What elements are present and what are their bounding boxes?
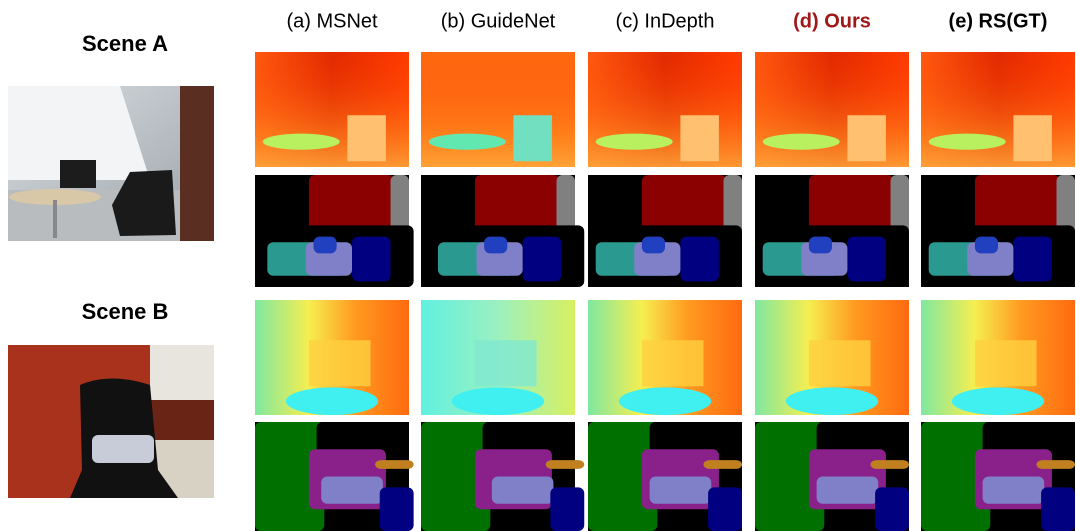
segment xyxy=(809,237,832,254)
depth-map xyxy=(755,300,909,415)
segmentation-map xyxy=(588,422,742,531)
segmentation-map xyxy=(921,175,1075,287)
door xyxy=(180,86,214,241)
chair xyxy=(975,340,1037,386)
chair xyxy=(809,340,871,386)
segment xyxy=(875,487,909,531)
near xyxy=(619,387,711,415)
segment xyxy=(704,460,743,469)
chair xyxy=(347,115,386,161)
near xyxy=(452,387,544,415)
segment xyxy=(492,477,554,504)
table xyxy=(929,134,1006,150)
segmentation-map xyxy=(588,175,742,287)
column-header: (d) Ours xyxy=(793,10,871,32)
column-header: (b) GuideNet xyxy=(441,10,556,32)
depth-map xyxy=(921,52,1075,167)
figure: (a) MSNet (b) GuideNet (c) InDepth (d) Ours… xyxy=(0,0,1076,531)
depth-map xyxy=(588,52,742,167)
column-header: (e) RS(GT) xyxy=(949,10,1048,32)
segment xyxy=(375,460,414,469)
segment xyxy=(817,477,879,504)
panels xyxy=(8,52,1075,531)
column-header: (c) InDepth xyxy=(616,10,715,32)
chair xyxy=(1013,115,1052,161)
table xyxy=(763,134,840,150)
segment xyxy=(546,460,585,469)
segment xyxy=(650,477,712,504)
segment xyxy=(680,237,719,282)
segmentation-map xyxy=(921,422,1075,531)
table xyxy=(596,134,673,150)
segment xyxy=(1041,487,1075,531)
column-header: (a) MSNet xyxy=(286,10,378,32)
segment xyxy=(1013,237,1052,282)
scene-label: Scene A xyxy=(82,31,168,56)
depth-map xyxy=(255,300,409,415)
monitor xyxy=(60,160,96,188)
segment xyxy=(983,477,1045,504)
depth-map xyxy=(255,52,409,167)
segment xyxy=(847,237,886,282)
segment xyxy=(642,237,665,254)
table xyxy=(429,134,506,150)
depth-map xyxy=(421,300,575,415)
scene-b-photo xyxy=(8,345,214,498)
segment xyxy=(1037,460,1076,469)
chair xyxy=(680,115,719,161)
chair xyxy=(309,340,371,386)
segmentation-map xyxy=(255,422,414,531)
table xyxy=(263,134,340,150)
segment xyxy=(321,477,383,504)
segmentation-map xyxy=(255,175,414,287)
pillow xyxy=(92,435,154,463)
depth-map xyxy=(421,52,575,167)
segment xyxy=(708,487,742,531)
segment xyxy=(523,237,562,282)
depth-map xyxy=(921,300,1075,415)
chair xyxy=(847,115,886,161)
segmentation-map xyxy=(421,422,584,531)
depth-map xyxy=(588,300,742,415)
near xyxy=(286,387,378,415)
chair xyxy=(642,340,704,386)
near xyxy=(786,387,878,415)
segmentation-map xyxy=(755,175,909,287)
segment xyxy=(975,237,998,254)
segment xyxy=(871,460,910,469)
segmentation-map xyxy=(755,422,909,531)
depth-map xyxy=(755,52,909,167)
segmentation-map xyxy=(421,175,584,287)
near xyxy=(952,387,1044,415)
wainscot xyxy=(150,400,214,440)
chair xyxy=(513,115,552,161)
scene-a-photo xyxy=(8,86,214,241)
scene-label: Scene B xyxy=(82,299,169,324)
chair xyxy=(475,340,537,386)
segment xyxy=(484,237,507,254)
segment xyxy=(380,487,414,531)
segment xyxy=(550,487,584,531)
segment xyxy=(352,237,391,282)
segment xyxy=(314,237,337,254)
table-leg xyxy=(53,200,57,238)
